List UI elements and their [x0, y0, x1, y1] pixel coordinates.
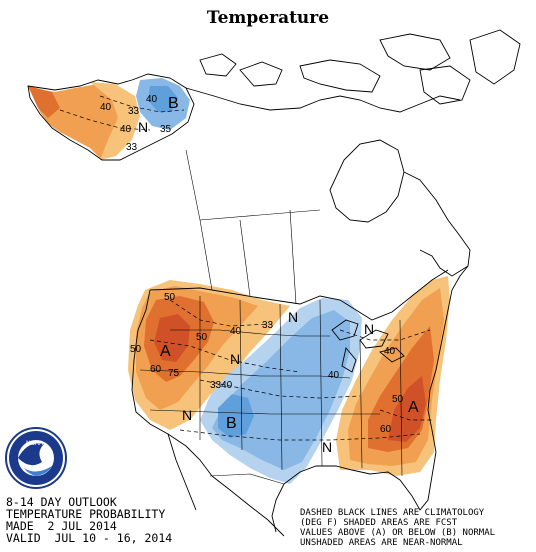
note-line-2: (DEG F) SHADED AREAS ARE FCST: [300, 518, 458, 528]
outlook-line-2: TEMPERATURE PROBABILITY: [6, 507, 166, 521]
boundary-layer: [139, 149, 403, 485]
note-line-1: DASHED BLACK LINES ARE CLIMATOLOGY: [300, 508, 485, 518]
west-above-darkest: [154, 314, 190, 362]
west-60-label: 60: [150, 364, 162, 375]
outlook-line-3: MADE 2 JUL 2014: [6, 519, 117, 533]
alaska-above-light: [90, 82, 140, 160]
alaska-N-label: N: [138, 119, 148, 135]
climatology-lines: [59, 95, 434, 441]
alaska-35-label: 35: [160, 124, 172, 135]
noaa-logo: NOAA: [5, 427, 67, 489]
west-50b-label: 50: [196, 332, 208, 343]
west-50a-label: 50: [164, 292, 176, 303]
alaska-33b-label: 33: [126, 142, 138, 153]
gulf-N-label: N: [322, 439, 332, 455]
west-40-label: 40: [230, 326, 242, 337]
alaska-above-strong: [28, 86, 60, 118]
page-title: Temperature: [206, 8, 330, 28]
alaska-33a-label: 33: [128, 106, 140, 117]
outlook-line-4: VALID JUL 10 - 16, 2014: [6, 531, 173, 545]
east-60-label: 60: [380, 424, 392, 435]
note-line-4: UNSHADED AREAS ARE NEAR-NORMAL: [300, 538, 463, 548]
south-3340-label: 3340: [210, 380, 233, 391]
sw-N-label: N: [182, 407, 192, 423]
west-75-label: 75: [168, 368, 180, 379]
plains-N1-label: N: [288, 309, 298, 325]
central-below-strong: [218, 394, 254, 438]
noaa-logo-text: NOAA: [26, 441, 43, 447]
plains-N2-label: N: [230, 351, 240, 367]
east-A-label: A: [408, 399, 419, 416]
alaska-B-label: B: [168, 95, 179, 112]
east-50-label: 50: [392, 394, 404, 405]
east-N-label: N: [364, 321, 374, 337]
east-above-darkest: [388, 376, 426, 442]
plains-33-label: 33: [262, 320, 274, 331]
outlook-line-1: 8-14 DAY OUTLOOK: [6, 495, 117, 509]
west-A-label: A: [160, 343, 171, 360]
alaska-40c-label: 40: [120, 124, 132, 135]
gulf-40-label: 40: [328, 370, 340, 381]
coastline-layer: [27, 29, 521, 537]
east-40-label: 40: [384, 346, 396, 357]
west-50c-label: 50: [130, 344, 142, 355]
alaska-below-strong: [148, 86, 178, 112]
alaska-40a-label: 40: [146, 94, 158, 105]
note-line-3: VALUES ABOVE (A) OR BELOW (B) NORMAL: [300, 528, 496, 538]
south-B-label: B: [226, 415, 237, 432]
alaska-40b-label: 40: [100, 102, 112, 113]
